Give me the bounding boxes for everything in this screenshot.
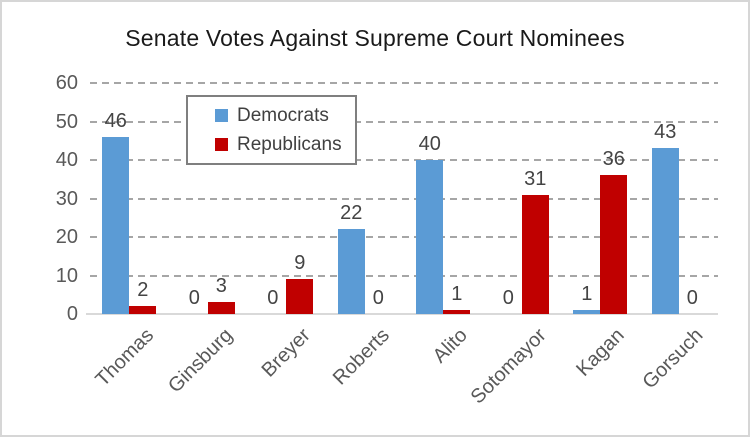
- data-label: 36: [602, 148, 625, 170]
- data-label: 46: [104, 110, 127, 132]
- category-label: Breyer: [257, 324, 316, 382]
- data-label: 0: [267, 287, 279, 309]
- y-axis-tick-label: 40: [55, 149, 78, 171]
- y-axis-tick-label: 20: [55, 226, 78, 248]
- category-slot: 46 2: [90, 83, 169, 314]
- bar-republicans-breyer: [286, 279, 314, 314]
- data-label: 40: [418, 133, 441, 155]
- bar-democrats-gorsuch: [651, 148, 679, 314]
- category-label: Ginsburg: [163, 324, 237, 398]
- chart-title: Senate Votes Against Supreme Court Nomin…: [125, 25, 625, 51]
- republicans-color-swatch-icon: [215, 137, 228, 151]
- gridline: [90, 82, 718, 84]
- data-label: 0: [188, 287, 200, 309]
- gridline: [90, 120, 718, 123]
- plot-area: 0 10 20 30 40 50 60 46 2 Thomas 0 3 Ginsburg 0 9 Breyer…: [56, 73, 719, 408]
- category-label: Alito: [429, 324, 473, 368]
- gridline: [90, 236, 718, 238]
- y-axis-tick-label: 30: [55, 187, 78, 210]
- legend: Democrats Republicans: [186, 95, 357, 165]
- category-slot: 43 0: [640, 83, 719, 314]
- category-label: Gorsuch: [638, 324, 708, 394]
- bar-republicans-thomas: [129, 306, 157, 314]
- category-label: Thomas: [91, 324, 159, 391]
- bar-republicans-ginsburg: [207, 302, 235, 314]
- legend-label-democrats: Democrats: [237, 105, 329, 127]
- legend-item-democrats: Democrats: [215, 106, 355, 125]
- y-axis-tick-label: 0: [66, 303, 78, 325]
- bar-republicans-kagan: [600, 175, 628, 314]
- category-slot: 22 0: [326, 83, 405, 314]
- legend-label-republicans: Republicans: [237, 133, 342, 155]
- gridline: [90, 159, 718, 161]
- data-label: 0: [372, 287, 384, 309]
- y-axis-tick-label: 50: [55, 110, 78, 133]
- bar-republicans-alito: [443, 310, 471, 314]
- data-label: 43: [654, 121, 677, 143]
- data-label: 9: [294, 252, 306, 274]
- data-label: 1: [451, 283, 463, 305]
- data-label: 1: [581, 283, 593, 305]
- bar-democrats-kagan: [573, 310, 601, 314]
- bar-democrats-alito: [416, 160, 444, 314]
- category-slot: 1 36: [561, 83, 640, 314]
- data-label: 31: [524, 168, 547, 190]
- y-axis-tick-label: 60: [55, 72, 78, 94]
- bar-democrats-thomas: [102, 137, 130, 314]
- x-axis-line: [86, 313, 718, 315]
- gridline: [90, 274, 718, 277]
- gridline: [90, 197, 718, 200]
- data-label: 0: [502, 287, 514, 309]
- data-label: 3: [215, 275, 227, 297]
- data-label: 2: [137, 279, 149, 301]
- y-axis-tick-label: 10: [55, 264, 78, 287]
- category-label: Roberts: [328, 324, 394, 390]
- category-label: Sotomayor: [466, 324, 551, 409]
- category-slot: 0 31: [483, 83, 562, 314]
- bar-democrats-roberts: [337, 229, 365, 314]
- bar-republicans-sotomayor: [521, 195, 549, 314]
- data-label: 22: [340, 202, 363, 224]
- democrats-color-swatch-icon: [215, 109, 228, 123]
- legend-item-republicans: Republicans: [215, 135, 355, 154]
- category-slot: 40 1: [404, 83, 483, 314]
- category-label: Kagan: [572, 324, 630, 381]
- data-label: 0: [686, 287, 698, 309]
